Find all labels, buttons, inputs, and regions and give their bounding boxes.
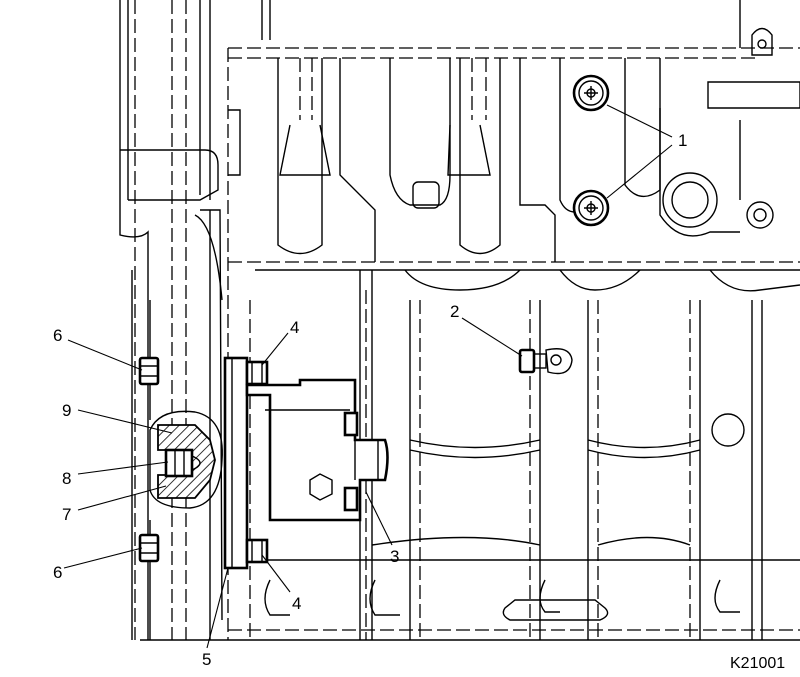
callout-labels: 1 2 3 4 4 5 6 6 7 8 9 [53,131,687,669]
callout-7: 7 [62,505,71,524]
plate-bolt-upper [245,360,269,386]
housing-bolt-upper [138,356,160,386]
callout-8: 8 [62,469,71,488]
front-housing [119,0,241,640]
housing-bolt-lower [138,533,160,563]
block-upper-frame [227,0,800,640]
plug-lower [572,189,610,227]
plug-upper [572,74,610,112]
callout-5: 5 [202,650,211,669]
callout-1: 1 [678,131,687,150]
callout-9: 9 [62,401,71,420]
callout-4-upper: 4 [290,318,299,337]
figure-id: K21001 [730,655,785,672]
leader-lines [63,104,673,649]
callout-2: 2 [450,302,459,321]
sensor-bolt [518,348,573,375]
plate-bolt-lower [245,538,269,564]
oil-pan-rail [140,579,800,641]
callout-6-lower: 6 [53,563,62,582]
mounting-plate [223,356,249,570]
bearing-webs-upper [277,58,774,262]
callout-3: 3 [390,547,399,566]
callout-6-upper: 6 [53,326,62,345]
bracket-tool [245,378,389,522]
cutaway-detail [149,410,223,509]
callout-4-lower: 4 [292,594,301,613]
crankcase-lower-ribs [240,269,800,640]
